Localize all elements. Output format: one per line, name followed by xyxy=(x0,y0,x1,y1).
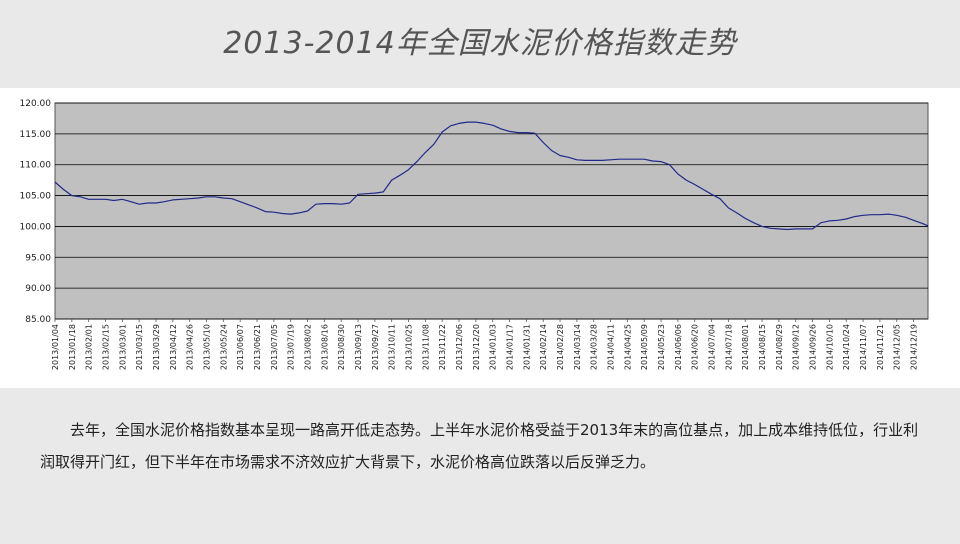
x-tick-label: 2013/08/02 xyxy=(304,324,313,370)
x-tick-label: 2014/12/19 xyxy=(910,324,919,370)
slide-title: 2013-2014年全国水泥价格指数走势 xyxy=(0,18,960,62)
x-tick-label: 2013/12/06 xyxy=(455,324,464,370)
title-band: 2013-2014年全国水泥价格指数走势 xyxy=(0,0,960,88)
x-tick-label: 2013/07/05 xyxy=(270,324,279,370)
x-tick-label: 2014/07/04 xyxy=(708,324,717,370)
x-tick-label: 2014/10/24 xyxy=(842,324,851,370)
x-tick-label: 2014/02/14 xyxy=(539,324,548,370)
x-tick-label: 2014/09/12 xyxy=(792,324,801,370)
x-tick-label: 2014/07/18 xyxy=(724,324,733,370)
x-tick-label: 2013/01/04 xyxy=(51,324,60,370)
x-tick-label: 2014/03/28 xyxy=(590,324,599,370)
x-tick-label: 2013/10/11 xyxy=(388,324,397,370)
x-tick-label: 2014/04/25 xyxy=(623,324,632,370)
y-tick-label: 115.00 xyxy=(20,130,52,140)
x-tick-label: 2014/01/03 xyxy=(489,324,498,370)
x-tick-label: 2013/07/19 xyxy=(287,324,296,370)
x-tick-label: 2013/03/01 xyxy=(118,324,127,370)
line-chart: 85.00 90.00 95.00 100.00 105.00 110.00 115.00 1… xyxy=(0,88,960,388)
x-tick-label: 2013/11/08 xyxy=(421,324,430,370)
x-tick-label: 2013/09/27 xyxy=(371,324,380,370)
x-tick-label: 2013/05/10 xyxy=(203,324,212,370)
plot-background xyxy=(55,103,928,319)
x-tick-label: 2013/09/13 xyxy=(354,324,363,370)
x-tick-label: 2013/08/30 xyxy=(337,324,346,370)
x-tick-label: 2013/05/24 xyxy=(219,324,228,370)
x-tick-label: 2014/12/05 xyxy=(893,324,902,370)
x-tick-label: 2013/04/12 xyxy=(169,324,178,370)
x-tick-label: 2014/05/23 xyxy=(657,324,666,370)
y-tick-label: 85.00 xyxy=(25,315,51,325)
x-tick-label: 2013/04/26 xyxy=(186,324,195,370)
x-tick-label: 2014/01/31 xyxy=(522,324,531,370)
x-tick-label: 2014/06/06 xyxy=(674,324,683,370)
x-tick-label: 2013/03/29 xyxy=(152,324,161,370)
x-tick-label: 2013/02/15 xyxy=(102,324,111,370)
x-tick-label: 2013/02/01 xyxy=(85,324,94,370)
x-tick-label: 2013/10/25 xyxy=(405,324,414,370)
y-axis-ticks: 85.00 90.00 95.00 100.00 105.00 110.00 115.00 1… xyxy=(20,99,52,325)
x-tick-label: 2014/05/09 xyxy=(640,324,649,370)
x-tick-label: 2014/08/15 xyxy=(758,324,767,370)
x-tick-label: 2014/11/21 xyxy=(876,324,885,370)
x-tick-label: 2014/01/17 xyxy=(506,324,515,370)
y-tick-label: 100.00 xyxy=(20,222,52,232)
x-tick-label: 2013/01/18 xyxy=(68,324,77,370)
y-tick-label: 105.00 xyxy=(20,192,52,202)
x-tick-label: 2013/06/21 xyxy=(253,324,262,370)
x-tick-label: 2013/08/16 xyxy=(320,324,329,370)
chart-area: 85.00 90.00 95.00 100.00 105.00 110.00 115.00 1… xyxy=(0,88,960,388)
x-tick-label: 2014/08/29 xyxy=(775,324,784,370)
y-tick-label: 120.00 xyxy=(20,99,52,109)
y-tick-label: 90.00 xyxy=(25,284,51,294)
x-tick-label: 2013/12/20 xyxy=(472,324,481,370)
x-tick-label: 2013/03/15 xyxy=(135,324,144,370)
x-tick-label: 2014/03/14 xyxy=(573,324,582,370)
x-tick-label: 2013/11/22 xyxy=(438,324,447,370)
x-tick-label: 2014/10/10 xyxy=(825,324,834,370)
x-tick-label: 2014/02/28 xyxy=(556,324,565,370)
caption-paragraph: 去年，全国水泥价格指数基本呈现一路高开低走态势。上半年水泥价格受益于2013年末… xyxy=(40,414,920,478)
x-tick-label: 2014/09/26 xyxy=(809,324,818,370)
x-tick-label: 2013/06/07 xyxy=(236,324,245,370)
x-tick-label: 2014/04/11 xyxy=(607,324,616,370)
y-tick-label: 110.00 xyxy=(20,161,52,171)
x-tick-label: 2014/11/07 xyxy=(859,324,868,370)
x-tick-label: 2014/08/01 xyxy=(741,324,750,370)
y-tick-label: 95.00 xyxy=(25,253,51,263)
x-tick-label: 2014/06/20 xyxy=(691,324,700,370)
x-axis-ticks: 2013/01/04 2013/01/18 2013/02/01 2013/02/15… xyxy=(51,319,919,370)
